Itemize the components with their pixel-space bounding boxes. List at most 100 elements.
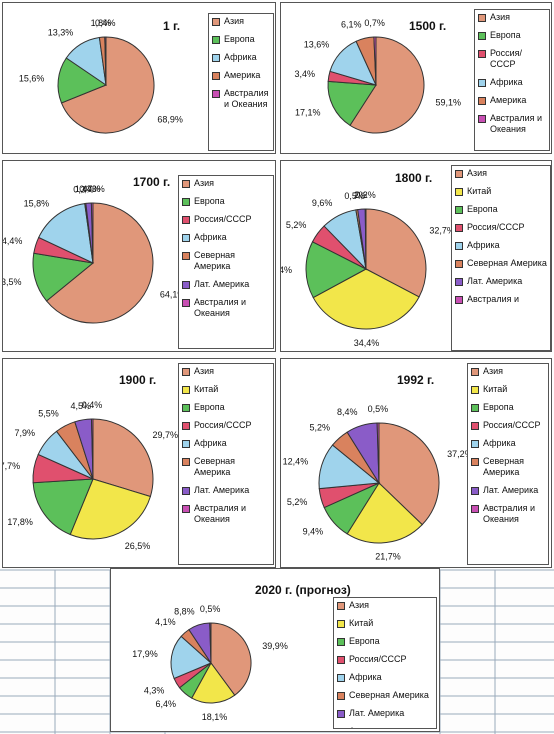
pie-slice-label: 0,5%	[200, 604, 221, 614]
legend-label: Россия/СССР	[483, 420, 541, 430]
legend-item: Россия/СССР	[337, 654, 433, 665]
legend-label: Лат. Америка	[483, 485, 539, 495]
pie-slice-label: 5,2%	[286, 220, 307, 230]
legend-swatch	[337, 674, 345, 682]
legend-item: Австралия и Океания	[182, 503, 270, 525]
legend-item: Лат. Америка	[471, 485, 545, 496]
legend-swatch	[478, 50, 486, 58]
legend-label: Австралия и Океания	[349, 726, 433, 728]
legend-swatch	[182, 368, 190, 376]
pie-slice-label: 34,4%	[354, 338, 380, 348]
legend-swatch	[182, 505, 190, 513]
pie-slice-label: 6,4%	[156, 699, 177, 709]
legend-item: Россия/СССР	[182, 420, 270, 431]
legend-item: Европа	[455, 204, 547, 215]
legend-item: Северная Америка	[471, 456, 545, 478]
pie-slice-oceania	[90, 418, 94, 480]
legend-item: Россия/СССР	[455, 222, 547, 233]
pie-slice-label: 32,7%	[429, 226, 455, 236]
legend-item: Россия/СССР	[471, 420, 545, 431]
legend-swatch	[471, 458, 479, 466]
legend-swatch	[337, 710, 345, 718]
legend-item: Африка	[337, 672, 433, 683]
chart-panel: 1500 г. 59,1% 17,1% 3,4% 13,6% 6,1% 0,7% Азия Ев…	[280, 2, 552, 154]
legend-item: Америка	[212, 70, 270, 81]
pie-slice-europe	[32, 478, 94, 536]
pie-slice-oceania	[209, 622, 212, 664]
pie-slice-asia	[365, 208, 427, 298]
legend-label: Австралия и Океания	[224, 88, 269, 109]
legend-swatch	[337, 638, 345, 646]
legend-item: Китай	[337, 618, 433, 629]
legend-swatch	[337, 656, 345, 664]
legend-swatch	[455, 206, 463, 214]
legend-label: Азия	[194, 366, 215, 376]
legend-label: Африка	[349, 672, 382, 682]
pie-slice-asia	[210, 622, 252, 696]
pie-slice-asia	[349, 36, 425, 134]
legend-label: Африка	[467, 240, 500, 250]
legend-swatch	[212, 36, 220, 44]
legend-label: Китай	[194, 384, 219, 394]
legend-item: Европа	[182, 196, 270, 207]
legend-item: Европа	[182, 402, 270, 413]
legend-swatch	[212, 72, 220, 80]
legend-item: Европа	[471, 402, 545, 413]
legend-swatch	[337, 620, 345, 628]
legend-label: Северная Америка	[194, 250, 236, 271]
pie-slice-europe	[327, 80, 377, 127]
pie-slice-label: 68,9%	[157, 115, 183, 125]
legend-swatch	[471, 487, 479, 495]
legend-item: Северная Америка	[182, 456, 270, 478]
pie-slice-label: 9,6%	[312, 198, 333, 208]
pie-slice-label: 1,47%	[75, 184, 101, 194]
legend-swatch	[478, 79, 486, 87]
legend-swatch	[182, 386, 190, 394]
legend-label: Азия	[194, 178, 215, 188]
legend-label: Австралия и	[467, 294, 519, 304]
legend-label: Европа	[467, 204, 498, 214]
legend-item: Африка	[471, 438, 545, 449]
legend-label: Европа	[194, 402, 225, 412]
chart-legend: Азия Китай Европа Россия/СССР Африка Северная…	[333, 597, 437, 729]
pie-slice-label: 0,4%	[82, 400, 103, 410]
legend-label: Европа	[194, 196, 225, 206]
pie-slice-label: 0,5%	[344, 191, 365, 201]
legend-label: Австралия и Океания	[194, 503, 246, 524]
legend-item: Китай	[182, 384, 270, 395]
pie-slice-label: 26,5%	[125, 541, 151, 551]
pie-slice-label: 18,1%	[202, 712, 228, 722]
chart-title: 1 г.	[163, 19, 181, 33]
legend-item: Азия	[182, 366, 270, 377]
pie-slice-oceania	[376, 422, 380, 484]
pie-slice-label: 4,4%	[3, 236, 22, 246]
pie-slice-asia	[45, 202, 154, 324]
legend-label: Россия/СССР	[194, 420, 252, 430]
legend-label: Австралия и Океания	[194, 297, 246, 318]
legend-swatch	[182, 234, 190, 242]
pie-slice-china	[191, 662, 236, 704]
pie-slice-label: 0,3%	[73, 185, 94, 195]
pie-slice-asia	[60, 36, 155, 134]
legend-label: Европа	[349, 636, 380, 646]
legend-swatch	[471, 440, 479, 448]
chart-legend: Азия Европа Россия/СССР Африка Америка Австра…	[474, 9, 550, 151]
legend-label: Северная Америка	[483, 456, 525, 477]
legend-item: Северная Америка	[182, 250, 270, 272]
pie-slice-oceania	[373, 36, 377, 86]
legend-label: Америка	[490, 95, 527, 105]
pie-slice-asia	[378, 422, 440, 526]
legend-item: Азия	[471, 366, 545, 377]
legend-swatch	[471, 422, 479, 430]
legend-item: Австралия и Океания	[478, 113, 546, 135]
legend-swatch	[212, 18, 220, 26]
legend-swatch	[337, 692, 345, 700]
legend-swatch	[182, 281, 190, 289]
legend-label: Европа	[483, 402, 514, 412]
chart-title: 1900 г.	[119, 373, 157, 387]
legend-swatch	[182, 404, 190, 412]
legend-item: Европа	[212, 34, 270, 45]
legend-label: Северная Америка	[194, 456, 236, 477]
legend-item: Азия	[212, 16, 270, 27]
legend-swatch	[455, 170, 463, 178]
